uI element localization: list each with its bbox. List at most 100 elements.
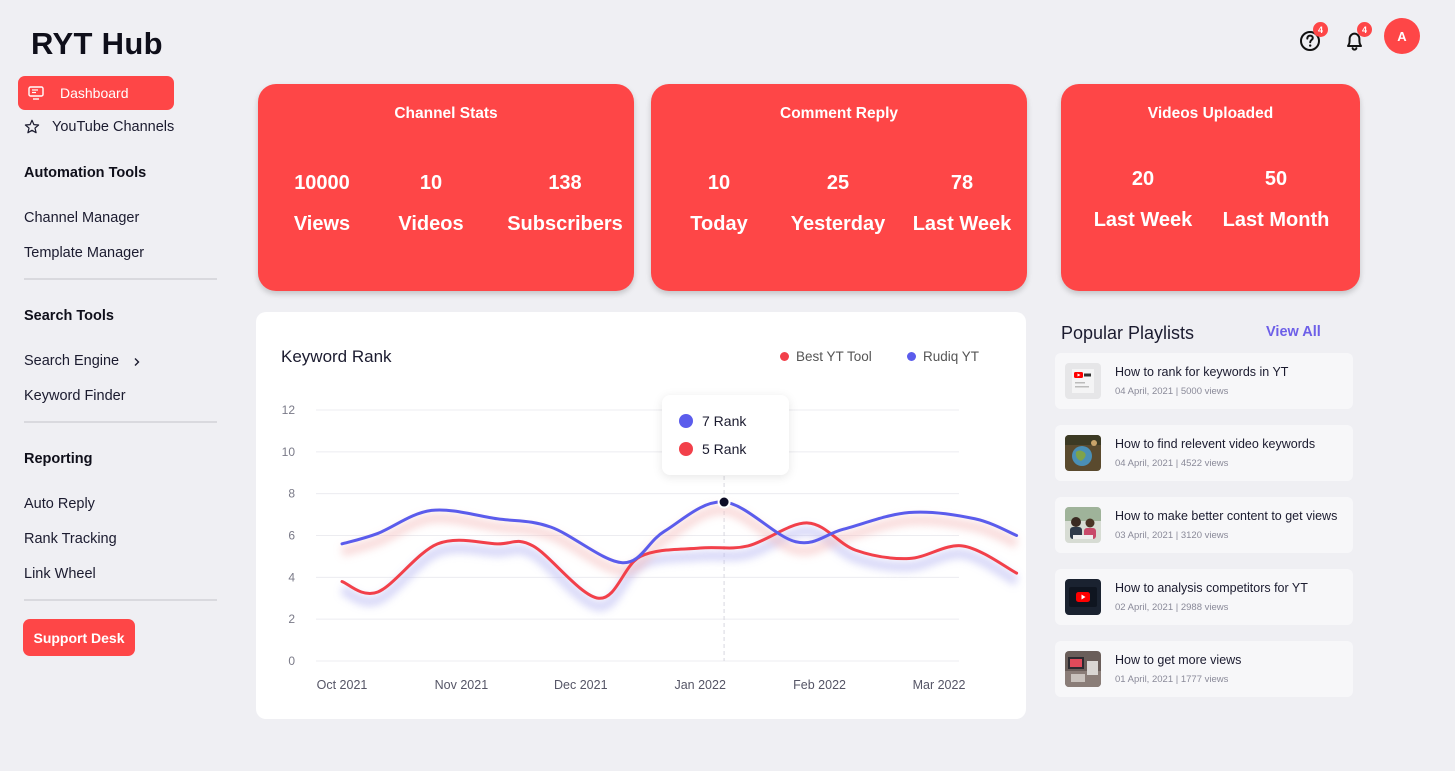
y-tick-label: 12 xyxy=(282,403,296,417)
x-tick-label: Feb 2022 xyxy=(793,678,846,692)
tooltip-label: 7 Rank xyxy=(702,413,747,429)
stat-label: Today xyxy=(690,213,748,235)
stat-value: 78 xyxy=(950,172,974,194)
playlist-meta: 04 April, 2021 | 4522 views xyxy=(1115,458,1229,469)
thumb-youtube-logo xyxy=(1065,363,1101,399)
stat-videos: 10 Videos xyxy=(391,172,471,236)
sidebar-item-channel-manager[interactable]: Channel Manager xyxy=(24,210,140,226)
sidebar-item-search-engine[interactable]: Search Engine xyxy=(24,353,141,369)
stat-label: Last Week xyxy=(1093,209,1193,231)
playlist-name: How to analysis competitors for YT xyxy=(1115,581,1308,595)
stat-value: 20 xyxy=(1131,168,1155,190)
dashboard-icon xyxy=(28,86,44,100)
sidebar-item-label: Search Engine xyxy=(24,353,120,369)
app-logo: RYT Hub xyxy=(31,26,163,61)
y-tick-label: 4 xyxy=(288,570,295,584)
comment-reply-card: Comment Reply 10 Today 25 Yesterday 78 L… xyxy=(651,84,1027,291)
chevron-right-icon xyxy=(134,358,140,366)
stat-value: 10 xyxy=(419,172,443,194)
sidebar-divider xyxy=(24,278,217,280)
playlist-item[interactable]: How to rank for keywords in YT 04 April,… xyxy=(1055,353,1353,409)
series-glow xyxy=(339,525,1020,612)
stat-label: Views xyxy=(293,213,351,235)
stat-value: 138 xyxy=(548,172,582,194)
series-glow xyxy=(340,505,1019,576)
playlist-item[interactable]: How to get more views 01 April, 2021 | 1… xyxy=(1055,641,1353,697)
channel-stats-card: Channel Stats 10000 Views 10 Videos 138 … xyxy=(258,84,634,291)
stat-value: 25 xyxy=(826,172,850,194)
stat-value: 10 xyxy=(707,172,731,194)
playlist-name: How to rank for keywords in YT xyxy=(1115,365,1289,379)
card-title: Videos Uploaded xyxy=(1147,105,1274,122)
playlist-item[interactable]: How to find relevent video keywords 04 A… xyxy=(1055,425,1353,481)
playlist-meta: 01 April, 2021 | 1777 views xyxy=(1115,674,1229,685)
sidebar-item-template-manager[interactable]: Template Manager xyxy=(24,245,145,261)
x-tick-label: Oct 2021 xyxy=(317,678,368,692)
bell-icon xyxy=(1347,32,1362,51)
sidebar-item-dashboard[interactable]: Dashboard xyxy=(18,76,174,110)
notifications-badge: 4 xyxy=(1357,22,1372,37)
x-tick-label: Dec 2021 xyxy=(554,678,608,692)
playlist-meta: 02 April, 2021 | 2988 views xyxy=(1115,602,1229,613)
avatar[interactable]: A xyxy=(1384,18,1420,54)
y-tick-label: 6 xyxy=(288,529,295,543)
highlighted-point xyxy=(717,495,731,509)
tooltip-label: 5 Rank xyxy=(702,441,747,457)
x-tick-label: Jan 2022 xyxy=(674,678,725,692)
help-icon xyxy=(1300,31,1320,51)
y-tick-label: 10 xyxy=(282,445,296,459)
stat-value: 50 xyxy=(1264,168,1288,190)
view-all-link[interactable]: View All xyxy=(1266,324,1321,340)
stat-views: 10000 Views xyxy=(281,172,363,236)
stat-last-week: 20 Last Week xyxy=(1086,168,1200,232)
section-heading-reporting: Reporting xyxy=(24,451,93,467)
y-tick-label: 0 xyxy=(288,654,295,668)
stat-label: Last Month xyxy=(1222,209,1330,231)
sidebar-item-keyword-finder[interactable]: Keyword Finder xyxy=(24,388,126,404)
legend-label: Best YT Tool xyxy=(796,349,872,364)
tooltip-row: 5 Rank xyxy=(679,441,746,457)
legend-label: Rudiq YT xyxy=(923,349,980,364)
x-tick-label: Mar 2022 xyxy=(913,678,966,692)
stat-subscribers: 138 Subscribers xyxy=(504,172,626,236)
playlist-item[interactable]: How to make better content to get views … xyxy=(1055,497,1353,553)
sidebar-divider xyxy=(24,421,217,423)
tooltip-dot xyxy=(679,414,693,428)
legend-item-best-yt-tool[interactable]: Best YT Tool xyxy=(780,349,872,364)
videos-uploaded-card: Videos Uploaded 20 Last Week 50 Last Mon… xyxy=(1061,84,1360,291)
star-icon xyxy=(24,119,40,134)
stat-yesterday: 25 Yesterday xyxy=(786,172,890,236)
y-tick-label: 2 xyxy=(288,612,295,626)
sidebar-item-auto-reply[interactable]: Auto Reply xyxy=(24,496,95,512)
sidebar-item-youtube-channels[interactable]: YouTube Channels xyxy=(24,119,174,135)
support-desk-button[interactable]: Support Desk xyxy=(23,619,135,656)
playlist-meta: 04 April, 2021 | 5000 views xyxy=(1115,386,1229,397)
stat-label: Yesterday xyxy=(790,213,886,235)
thumb-people xyxy=(1065,507,1101,543)
playlist-name: How to find relevent video keywords xyxy=(1115,437,1316,451)
stat-last-week: 78 Last Week xyxy=(908,172,1016,236)
stat-label: Subscribers xyxy=(507,213,623,235)
stat-value: 10000 xyxy=(294,172,350,194)
card-title: Comment Reply xyxy=(780,105,898,122)
y-tick-label: 8 xyxy=(288,487,295,501)
x-tick-label: Nov 2021 xyxy=(435,678,489,692)
stat-today: 10 Today xyxy=(679,172,759,236)
playlist-name: How to make better content to get views xyxy=(1115,509,1338,523)
sidebar-item-link-wheel[interactable]: Link Wheel xyxy=(24,566,96,582)
thumb-globe xyxy=(1065,435,1101,471)
card-title: Channel Stats xyxy=(394,105,498,122)
help-button[interactable] xyxy=(1299,28,1323,52)
playlist-item[interactable]: How to analysis competitors for YT 02 Ap… xyxy=(1055,569,1353,625)
series-line-rudiq-yt xyxy=(340,500,1019,565)
legend-item-rudiq-yt[interactable]: Rudiq YT xyxy=(907,349,979,364)
thumb-desk xyxy=(1065,651,1101,687)
thumb-youtube-screen xyxy=(1065,579,1101,615)
notifications-button[interactable] xyxy=(1343,28,1367,52)
section-heading-search: Search Tools xyxy=(24,308,114,324)
playlist-name: How to get more views xyxy=(1115,653,1242,667)
keyword-rank-chart-card: 0 2 4 6 8 10 12 Oct 2021 Nov 2021 Dec 2021 Jan 202… xyxy=(256,312,1026,719)
help-badge: 4 xyxy=(1313,22,1328,37)
sidebar-item-rank-tracking[interactable]: Rank Tracking xyxy=(24,531,117,547)
chart-title: Keyword Rank xyxy=(281,347,392,366)
